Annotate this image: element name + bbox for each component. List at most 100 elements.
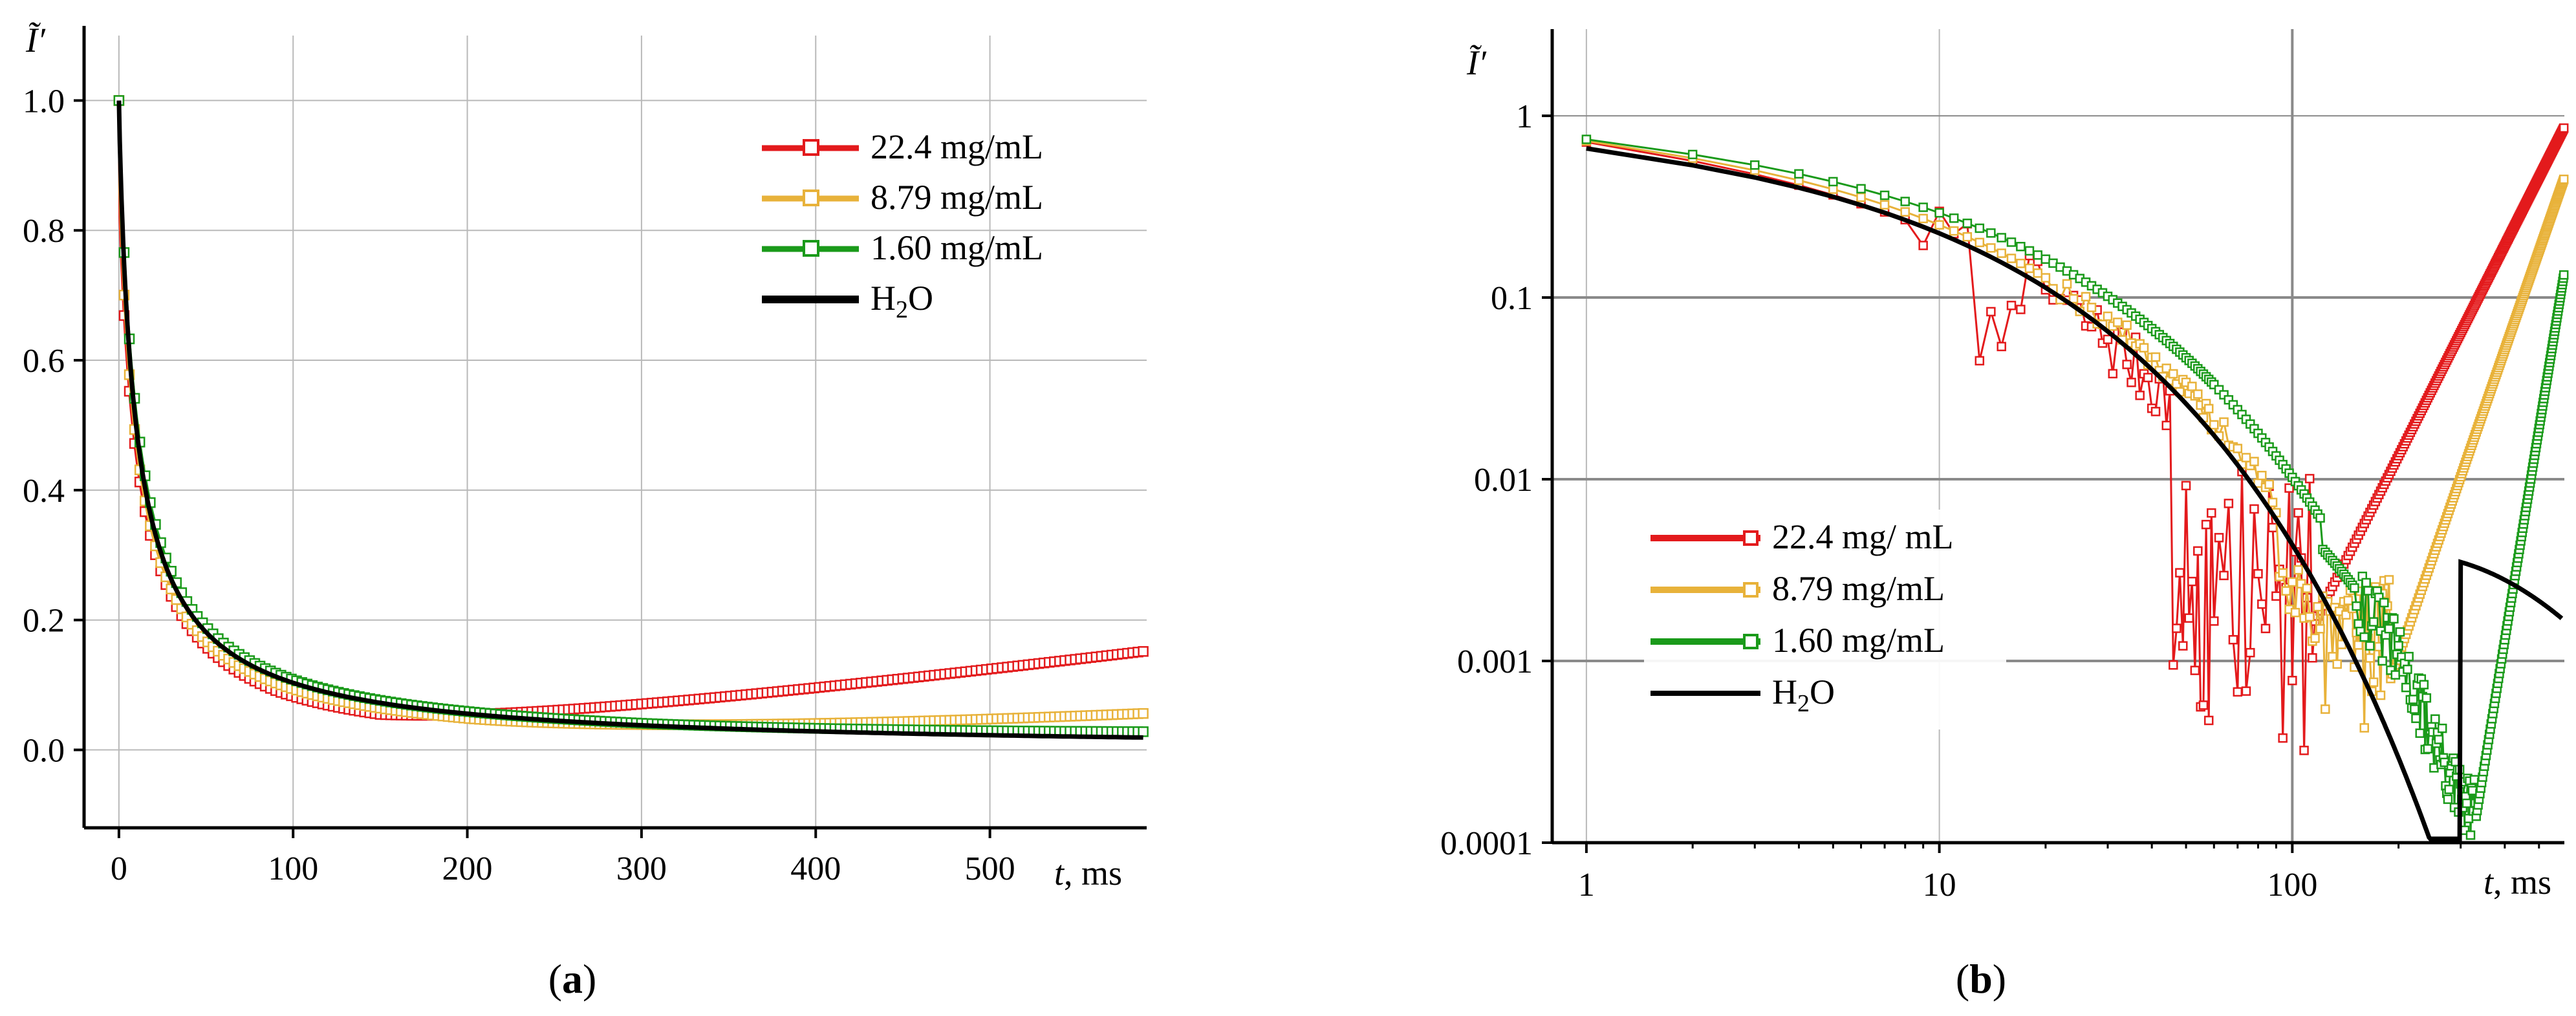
data-point-b-2 [1879, 190, 1890, 200]
data-point-b-1 [2354, 640, 2363, 650]
x-tick-label-b-0: 1 [1578, 867, 1595, 903]
data-point-b-1 [2169, 369, 2178, 379]
data-point-b-1 [2304, 612, 2315, 622]
x-tick-label-b-1: 10 [1923, 867, 1956, 903]
data-point-b-1 [2328, 652, 2337, 662]
data-point-b-2 [2444, 784, 2454, 794]
data-point-b-0 [2175, 568, 2185, 578]
data-point-b-0 [2198, 700, 2209, 710]
data-point-b-0 [2150, 407, 2161, 416]
x-axis-label-var-a: t [1054, 854, 1065, 892]
data-point-b-0 [2016, 305, 2026, 314]
series-group-b [1581, 123, 2569, 841]
data-point-b-0 [2193, 546, 2203, 556]
data-point-b-1 [1962, 232, 1973, 242]
data-point-b-1 [2209, 420, 2219, 430]
y-tick-label-b-1: 0.001 [1457, 643, 1533, 680]
data-point-b-1 [1997, 248, 2006, 258]
legend-label-a-main: H [871, 279, 896, 318]
data-point-b-0 [2143, 373, 2153, 383]
data-point-b-0 [2135, 391, 2145, 400]
data-point-b-2 [2410, 704, 2419, 714]
series-group-a [113, 95, 1149, 740]
data-point-b-0 [2103, 334, 2113, 345]
data-point-b-1 [2559, 174, 2569, 184]
data-point-b-0 [2257, 599, 2267, 609]
data-point-b-1 [1828, 184, 1838, 194]
data-point-b-1 [2241, 453, 2251, 462]
data-point-b-1 [2150, 352, 2161, 362]
x-tick-label-b-2: 100 [2267, 867, 2317, 903]
data-point-b-2 [2421, 693, 2432, 703]
series-markers-b-2 [1581, 135, 2569, 840]
data-point-b-0 [2288, 676, 2297, 686]
y-tick-label-b-2: 0.01 [1474, 462, 1533, 499]
legend-label-a-suffix: O [908, 279, 933, 318]
data-point-b-0 [2214, 533, 2224, 543]
data-point-b-1 [2288, 577, 2297, 587]
data-point-b-0 [2219, 570, 2229, 581]
y-tick-label-a-3: 0.6 [23, 343, 65, 380]
data-point-b-0 [2241, 686, 2251, 696]
data-point-b-2 [2006, 237, 2017, 247]
data-point-b-2 [1687, 149, 1698, 160]
data-point-b-2 [2384, 623, 2394, 634]
data-point-b-1 [2024, 263, 2035, 274]
grid-a [84, 36, 1147, 828]
data-point-b-2 [2016, 242, 2026, 252]
data-point-b-2 [2354, 619, 2363, 629]
data-point-b-2 [2559, 270, 2569, 280]
data-point-b-1 [2016, 259, 2026, 268]
data-point-b-2 [2462, 798, 2472, 808]
data-point-b-0 [2209, 616, 2219, 626]
data-point-b-2 [2395, 627, 2405, 637]
data-point-a-2 [1138, 726, 1149, 737]
data-point-b-2 [1934, 208, 1944, 218]
data-point-b-1 [2321, 704, 2330, 714]
legend-b: 22.4 mg/ mL 8.79 mg/mL 1.60 mg/mL H2O [1644, 510, 2006, 730]
data-point-b-1 [2268, 497, 2278, 508]
tick-labels-b: 1 10 100 0.0001 0.001 0.01 0.1 1 [1440, 98, 2317, 903]
series-markers-b-1 [1581, 136, 2569, 733]
legend-label-b-2: 1.60 mg/mL [1772, 621, 1945, 660]
legend-label-b-0: 22.4 mg/ mL [1772, 517, 1954, 556]
panel-label-a: (a) [548, 956, 597, 1002]
data-point-b-1 [2281, 586, 2291, 596]
data-point-b-2 [2368, 617, 2379, 627]
data-point-b-2 [2359, 632, 2369, 642]
data-point-b-2 [1856, 184, 1866, 194]
data-point-b-0 [2308, 653, 2317, 663]
data-point-b-0 [2201, 519, 2211, 530]
panel-label-a-letter: a [562, 956, 583, 1002]
data-point-b-1 [1934, 220, 1944, 230]
legend-label-a-0: 22.4 mg/mL [871, 127, 1043, 166]
y-tick-label-b-4: 1 [1516, 98, 1533, 135]
data-point-b-2 [1794, 169, 1804, 179]
data-point-b-2 [2350, 583, 2359, 593]
legend-label-b-sub: 2 [1797, 690, 1810, 717]
legend-label-b-1: 8.79 mg/mL [1772, 569, 1945, 608]
x-axis-label-b: t, ms [2484, 863, 2551, 902]
legend-label-b-suffix: O [1810, 673, 1835, 711]
data-point-b-2 [1918, 202, 1928, 212]
data-point-b-0 [2108, 369, 2118, 379]
data-point-b-1 [2278, 568, 2288, 578]
series-line-b-3 [1586, 146, 2564, 841]
axes-b [1542, 29, 2564, 853]
data-point-b-2 [2389, 614, 2399, 624]
data-point-b-2 [2408, 695, 2418, 704]
data-point-b-0 [2203, 715, 2214, 726]
data-point-b-1 [2062, 279, 2072, 289]
data-point-b-2 [1828, 177, 1838, 187]
data-point-b-2 [2411, 713, 2421, 724]
data-point-b-1 [2365, 653, 2375, 663]
legend-marker-b-1 [1743, 582, 1759, 598]
data-point-a-0 [1138, 646, 1149, 657]
x-axis-label-unit-a: , ms [1064, 854, 1122, 892]
data-point-b-0 [2207, 508, 2216, 518]
data-point-b-0 [2253, 568, 2263, 579]
data-point-b-2 [2423, 744, 2433, 754]
legend-label-b-main: H [1772, 673, 1797, 711]
data-point-b-2 [2437, 723, 2447, 733]
